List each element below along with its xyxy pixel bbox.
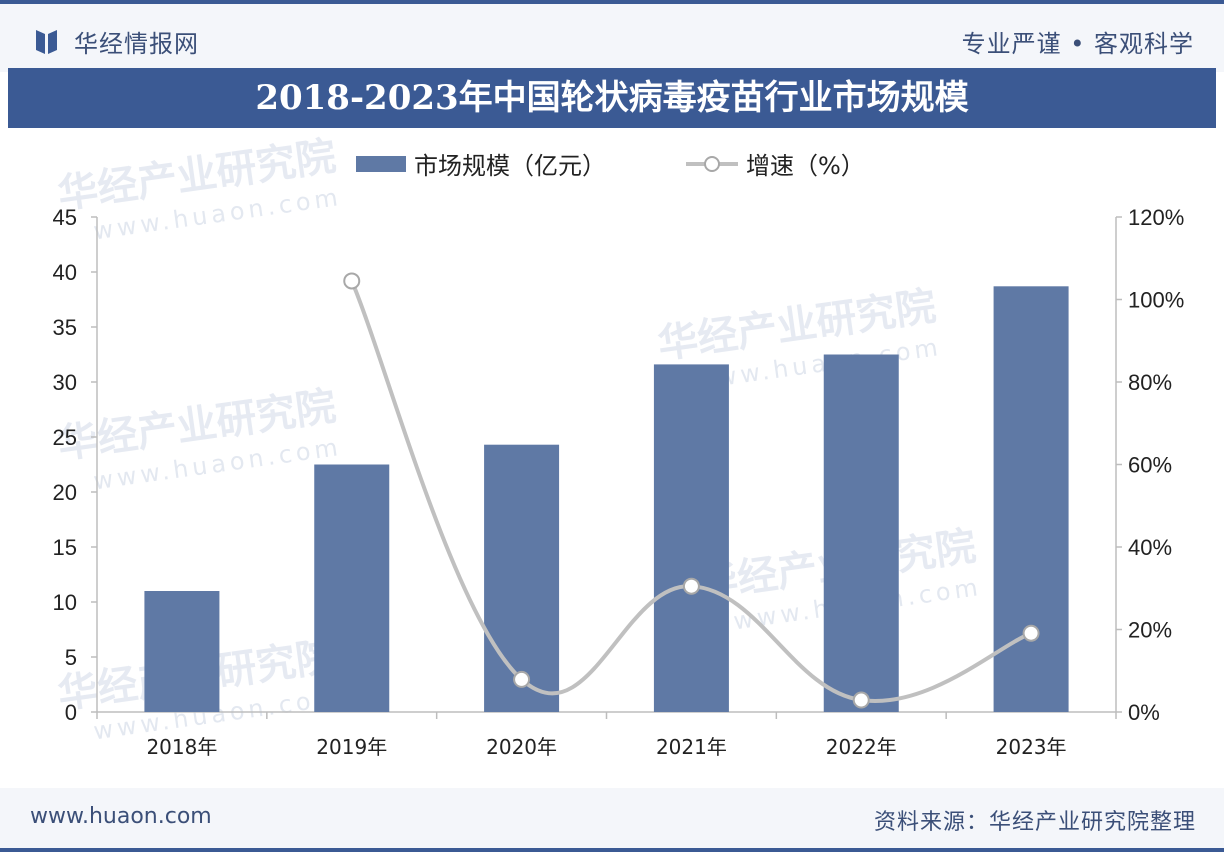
- growth-point-2022年: [852, 691, 870, 709]
- x-tick-label: 2021年: [656, 735, 727, 759]
- right-tick-label: 0%: [1128, 700, 1160, 725]
- legend: 市场规模（亿元） 增速（%）: [356, 152, 865, 180]
- left-tick-label: 0: [65, 700, 77, 725]
- bar-2022年: [823, 354, 899, 712]
- bar-2020年: [484, 444, 560, 712]
- x-tick-label: 2022年: [826, 735, 897, 759]
- left-tick-label: 40: [53, 260, 77, 285]
- growth-line-path: [349, 280, 1032, 703]
- axes: 0 5 10 15 20 25 30 35 40 45 0% 20% 40% 60% 80% 100% 120%…: [53, 205, 1185, 759]
- x-tick-label: 2023年: [996, 735, 1067, 759]
- footer-url[interactable]: www.huaon.com: [30, 804, 212, 829]
- growth-point-2020年: [513, 670, 531, 688]
- growth-point-2019年: [343, 272, 361, 290]
- left-tick-label: 15: [53, 535, 77, 560]
- x-tick-label: 2018年: [146, 735, 217, 759]
- header-bar: 华经情报网 专业严谨 • 客观科学: [0, 0, 1224, 72]
- left-tick-label: 45: [53, 205, 77, 230]
- brand-name: 华经情报网: [74, 30, 199, 58]
- left-tick-label: 30: [53, 370, 77, 395]
- x-tick-label: 2020年: [486, 735, 557, 759]
- bar-2019年: [314, 464, 390, 712]
- left-tick-label: 10: [53, 590, 77, 615]
- tagline: 专业严谨 • 客观科学: [961, 30, 1194, 58]
- title-bar: 2018-2023年中国轮状病毒疫苗行业市场规模: [8, 68, 1216, 128]
- right-tick-label: 40%: [1128, 535, 1172, 560]
- legend-bar-label: 市场规模（亿元）: [414, 152, 606, 180]
- left-tick-label: 25: [53, 425, 77, 450]
- brand[interactable]: 华经情报网: [34, 24, 199, 59]
- growth-point-2023年: [1022, 624, 1040, 642]
- right-tick-label: 60%: [1128, 453, 1172, 478]
- left-tick-label: 5: [65, 645, 77, 670]
- right-tick-label: 20%: [1128, 618, 1172, 643]
- right-tick-label: 80%: [1128, 370, 1172, 395]
- footer-source: 资料来源：华经产业研究院整理: [873, 810, 1196, 835]
- footer-divider: [0, 848, 1224, 852]
- bars: [144, 286, 1069, 712]
- chart-title: 2018-2023年中国轮状病毒疫苗行业市场规模: [255, 78, 969, 118]
- bar-2018年: [144, 591, 220, 712]
- growth-line: [343, 272, 1040, 709]
- legend-bar-swatch: [356, 156, 406, 172]
- x-tick-label: 2019年: [316, 735, 387, 759]
- right-tick-label: 100%: [1128, 288, 1184, 313]
- left-tick-label: 35: [53, 315, 77, 340]
- right-tick-label: 120%: [1128, 205, 1184, 230]
- left-tick-label: 20: [53, 480, 77, 505]
- legend-line-marker: [704, 156, 720, 172]
- growth-point-2021年: [682, 577, 700, 595]
- footer-bar: www.huaon.com 资料来源：华经产业研究院整理: [0, 788, 1224, 852]
- bar-2021年: [653, 364, 729, 712]
- huajing-logo-icon: [36, 29, 57, 54]
- legend-line-label: 增速（%）: [746, 152, 865, 180]
